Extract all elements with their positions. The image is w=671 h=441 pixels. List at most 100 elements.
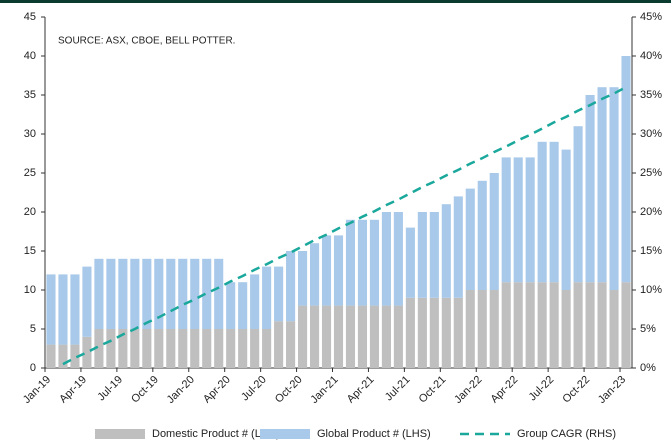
top-border bbox=[0, 0, 671, 3]
bar bbox=[321, 305, 332, 368]
bar bbox=[489, 290, 499, 368]
bar bbox=[309, 243, 320, 306]
bar bbox=[477, 180, 487, 290]
bar bbox=[58, 344, 68, 368]
bar bbox=[298, 251, 308, 306]
bar bbox=[333, 235, 344, 306]
source-note: SOURCE: ASX, CBOE, BELL POTTER. bbox=[58, 36, 235, 47]
bar bbox=[214, 258, 224, 329]
bar bbox=[345, 219, 356, 306]
legend-label: Group CAGR (RHS) bbox=[517, 428, 616, 440]
y2-tick-label: 15% bbox=[640, 245, 662, 257]
bar bbox=[453, 196, 463, 298]
bar bbox=[262, 329, 272, 368]
bar bbox=[298, 305, 308, 368]
x-tick-label: Jul-19 bbox=[95, 374, 125, 404]
bar bbox=[238, 329, 248, 368]
y-tick-label: 5 bbox=[30, 323, 36, 335]
bar bbox=[429, 297, 439, 368]
bar bbox=[106, 258, 116, 329]
bar bbox=[309, 305, 320, 368]
bar bbox=[202, 258, 212, 329]
bar bbox=[70, 274, 80, 345]
bar bbox=[609, 87, 619, 290]
y2-tick-label: 0% bbox=[640, 362, 656, 374]
x-tick-label: Jan-20 bbox=[165, 374, 197, 406]
y-tick-label: 10 bbox=[24, 284, 36, 296]
bar bbox=[190, 329, 200, 368]
bar bbox=[118, 258, 128, 329]
x-tick-label: Jan-21 bbox=[308, 374, 340, 406]
bar bbox=[405, 297, 415, 368]
x-tick-label: Oct-19 bbox=[129, 374, 161, 406]
bar bbox=[405, 227, 415, 298]
x-tick-label: Jul-21 bbox=[383, 374, 413, 404]
bar bbox=[345, 305, 356, 368]
bar bbox=[393, 212, 403, 306]
bar bbox=[357, 219, 368, 306]
bar bbox=[441, 297, 451, 368]
y-tick-label: 0 bbox=[30, 362, 36, 374]
y2-tick-label: 40% bbox=[640, 50, 662, 62]
y-tick-label: 20 bbox=[24, 206, 36, 218]
legend-swatch bbox=[95, 429, 145, 439]
bar bbox=[274, 321, 284, 368]
y-tick-label: 15 bbox=[24, 245, 36, 257]
bar bbox=[549, 141, 559, 283]
bar bbox=[561, 290, 571, 368]
bar bbox=[130, 329, 140, 368]
bar bbox=[286, 321, 296, 368]
bar bbox=[381, 212, 391, 306]
bar bbox=[226, 282, 236, 329]
x-tick-label: Apr-20 bbox=[201, 374, 233, 406]
bar bbox=[417, 212, 427, 298]
y-tick-label: 35 bbox=[24, 89, 36, 101]
bar bbox=[369, 305, 379, 368]
bar bbox=[142, 258, 152, 329]
bar bbox=[501, 282, 511, 368]
bar bbox=[118, 329, 128, 368]
bar bbox=[381, 305, 391, 368]
bar bbox=[286, 251, 296, 322]
bar bbox=[166, 258, 176, 329]
y2-tick-label: 30% bbox=[640, 128, 662, 140]
bar bbox=[621, 56, 631, 283]
bar bbox=[597, 87, 607, 283]
bar bbox=[561, 149, 571, 290]
bar bbox=[585, 95, 595, 283]
bar bbox=[70, 344, 80, 368]
bar bbox=[537, 141, 547, 283]
x-tick-label: Oct-21 bbox=[417, 374, 449, 406]
bar bbox=[46, 274, 56, 345]
bar bbox=[82, 266, 92, 337]
x-tick-label: Apr-22 bbox=[489, 374, 521, 406]
bar bbox=[82, 336, 92, 368]
bar bbox=[357, 305, 368, 368]
bar bbox=[465, 188, 475, 290]
bar bbox=[321, 235, 332, 306]
y2-tick-label: 20% bbox=[640, 206, 662, 218]
bar bbox=[94, 258, 104, 329]
bar bbox=[453, 297, 463, 368]
bar bbox=[585, 282, 595, 368]
bar bbox=[537, 282, 547, 368]
bar bbox=[393, 305, 403, 368]
y2-tick-label: 5% bbox=[640, 323, 656, 335]
bar bbox=[238, 282, 248, 329]
bar bbox=[274, 266, 284, 322]
bar bbox=[166, 329, 176, 368]
bar bbox=[58, 274, 68, 345]
legend-swatch bbox=[260, 429, 310, 439]
bar bbox=[525, 157, 535, 283]
x-tick-label: Jul-22 bbox=[527, 374, 557, 404]
y-tick-label: 40 bbox=[24, 50, 36, 62]
bar bbox=[369, 219, 379, 306]
bar bbox=[226, 329, 236, 368]
y-tick-label: 30 bbox=[24, 128, 36, 140]
bar bbox=[106, 329, 116, 368]
bar bbox=[513, 157, 523, 283]
bar bbox=[465, 290, 475, 368]
bar bbox=[94, 329, 104, 368]
bar bbox=[573, 126, 583, 283]
